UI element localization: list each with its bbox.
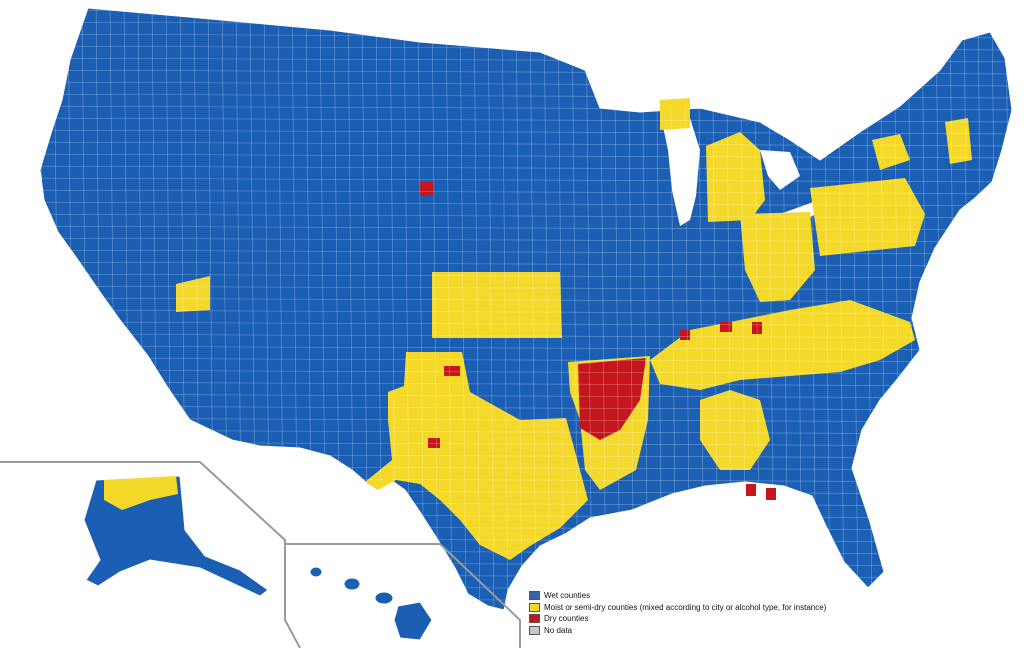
moist-region-georgia-alabama — [700, 390, 770, 470]
dry-region-texas-1 — [428, 438, 440, 448]
county-grid-line — [40, 585, 1012, 591]
inset-frame-lines — [0, 461, 521, 648]
county-grid-line — [487, 8, 495, 610]
legend-item-dry: Dry counties — [529, 613, 826, 625]
moist-region-pennsylvania — [810, 178, 925, 256]
legend-item-wet: Wet counties — [529, 590, 826, 602]
county-grid-line — [40, 165, 1012, 171]
county-grid-line — [445, 8, 453, 610]
hawaii-island-oahu — [343, 577, 361, 591]
moist-region-kansas — [432, 272, 562, 338]
county-grid-line — [40, 297, 1012, 303]
county-grid-line — [40, 273, 1012, 279]
dry-region-texas-2 — [444, 366, 460, 376]
legend-label-no-data: No data — [544, 625, 573, 635]
county-grid-line — [40, 189, 1012, 195]
legend-swatch-no-data — [529, 625, 540, 635]
legend-item-no-data: No data — [529, 625, 826, 637]
dry-region-kentucky-1 — [720, 322, 732, 332]
hawaii-island-kauai — [309, 566, 323, 578]
dry-region-arkansas — [578, 358, 646, 440]
alaska-inset — [83, 475, 269, 597]
alaska-moist-region — [104, 476, 178, 510]
county-grid-line — [515, 8, 523, 610]
county-grid-line — [557, 8, 565, 610]
county-grid-line — [431, 8, 439, 610]
legend-item-moist: Moist or semi-dry counties (mixed accord… — [529, 602, 826, 614]
county-grid-line — [53, 8, 61, 610]
moist-region-tennessee-kentucky — [650, 300, 915, 390]
moist-region-maine-nh — [945, 118, 972, 164]
dry-region-florida — [746, 484, 756, 496]
dry-county-regions — [420, 182, 776, 500]
legend-label-wet: Wet counties — [544, 591, 591, 601]
county-grid-line — [40, 153, 1012, 159]
county-grid-line — [40, 8, 47, 610]
county-grid-line — [40, 237, 1012, 243]
county-grid-line — [543, 8, 551, 610]
moist-region-texas — [365, 352, 588, 560]
county-grid-line — [40, 261, 1012, 267]
county-grid-line — [40, 321, 1012, 327]
moist-region-upper-michigan — [660, 98, 690, 130]
moist-region-nevada — [176, 276, 210, 312]
hawaii-island-big-island — [393, 601, 433, 641]
county-grid-line — [501, 8, 509, 610]
moist-region-northeast-ny — [872, 134, 910, 170]
county-grid-line — [529, 8, 537, 610]
inset-divider-hawaii — [285, 543, 521, 648]
hawaii-inset — [309, 566, 433, 641]
dry-region-south-dakota — [420, 182, 434, 196]
legend-label-dry: Dry counties — [544, 614, 589, 624]
county-grid-line — [473, 8, 481, 610]
county-grid-line — [40, 357, 1012, 363]
lake-huron — [760, 150, 800, 190]
county-grid-line — [40, 285, 1012, 291]
county-grid-line — [40, 309, 1012, 315]
dry-region-kentucky-2 — [752, 322, 762, 334]
county-grid-line — [40, 369, 1012, 375]
dry-region-kentucky-3 — [680, 330, 690, 340]
county-grid-line — [40, 177, 1012, 183]
county-grid-line — [40, 381, 1012, 387]
moist-region-michigan — [706, 132, 765, 222]
inset-divider-alaska — [0, 461, 301, 648]
map-legend: Wet counties Moist or semi-dry counties … — [529, 590, 826, 636]
county-grid-line — [40, 345, 1012, 351]
county-grid-line — [585, 8, 593, 610]
county-grid-line — [40, 213, 1012, 219]
moist-county-regions — [176, 98, 972, 560]
county-grid-line — [40, 225, 1012, 231]
legend-label-moist: Moist or semi-dry counties (mixed accord… — [544, 602, 827, 612]
legend-swatch-moist — [529, 602, 540, 612]
county-grid-line — [40, 597, 1012, 603]
moist-region-ohio — [740, 212, 815, 302]
county-grid-line — [40, 201, 1012, 207]
county-grid-line — [40, 333, 1012, 339]
hawaii-island-maui — [374, 591, 394, 605]
county-grid-line — [40, 141, 1012, 147]
legend-swatch-dry — [529, 614, 540, 624]
lake-michigan — [662, 118, 700, 226]
legend-swatch-wet — [529, 591, 540, 601]
dry-region-alabama — [766, 488, 776, 500]
county-grid-line — [459, 8, 467, 610]
county-grid-line — [571, 8, 579, 610]
county-grid-line — [40, 249, 1012, 255]
